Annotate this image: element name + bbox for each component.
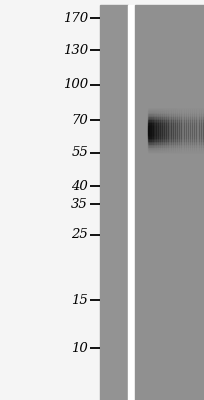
Bar [148,120,204,121]
Bar [196,108,198,152]
Bar [148,114,204,115]
Bar [148,139,204,140]
Bar [167,108,169,152]
Text: 25: 25 [71,228,88,242]
Bar [148,124,204,125]
Bar [148,137,204,138]
Text: 70: 70 [71,114,88,126]
Bar [148,142,204,143]
Bar [148,126,204,127]
Bar [155,108,157,152]
Bar [148,151,204,152]
Bar [148,143,204,144]
Bar [148,119,204,120]
Bar [148,115,204,116]
Bar [187,108,189,152]
Bar [174,108,176,152]
Bar [169,108,170,152]
Bar [148,140,204,141]
Bar [148,125,204,126]
Bar [148,118,204,119]
Bar [170,108,172,152]
Bar [148,141,204,142]
Bar [148,109,204,110]
Bar [148,150,204,151]
Bar [135,5,204,400]
Text: 15: 15 [71,294,88,306]
Bar [163,108,165,152]
Text: 55: 55 [71,146,88,160]
Bar [148,123,204,124]
Bar [165,108,167,152]
Text: 10: 10 [71,342,88,354]
Bar [178,108,180,152]
Bar [148,121,204,122]
Bar [148,108,150,152]
Bar [128,5,135,400]
Bar [148,128,204,129]
Bar [185,108,187,152]
Bar [180,108,182,152]
Bar [150,108,152,152]
Bar [154,108,155,152]
Bar [157,108,159,152]
Bar [148,117,204,118]
Bar [148,134,204,135]
Text: 170: 170 [63,12,88,24]
Bar [148,111,204,112]
Bar [152,108,154,152]
Text: 130: 130 [63,44,88,56]
Bar [148,145,204,146]
Bar [182,108,183,152]
Bar [148,130,204,131]
Bar [148,116,204,117]
Text: 100: 100 [63,78,88,92]
Bar [159,108,161,152]
Bar [148,122,204,123]
Bar [148,144,204,145]
Bar [148,138,204,139]
Bar [193,108,195,152]
Bar [195,108,196,152]
Bar [161,108,163,152]
Bar [191,108,193,152]
Bar [172,108,174,152]
Text: 40: 40 [71,180,88,192]
Bar [148,149,204,150]
Bar [176,108,178,152]
Bar [148,113,204,114]
Bar [148,136,204,137]
Bar [148,146,204,147]
Bar [148,131,204,132]
Bar [148,147,204,148]
Bar [202,108,204,152]
Bar [148,127,204,128]
Bar [148,110,204,111]
Bar [198,108,200,152]
Bar [148,132,204,133]
Bar [148,129,204,130]
Bar [148,108,204,109]
Bar [200,108,202,152]
Bar [148,135,204,136]
Bar [148,148,204,149]
Text: 35: 35 [71,198,88,210]
Bar [189,108,191,152]
Bar [148,112,204,113]
Bar [100,5,128,400]
Bar [183,108,185,152]
Bar [148,133,204,134]
